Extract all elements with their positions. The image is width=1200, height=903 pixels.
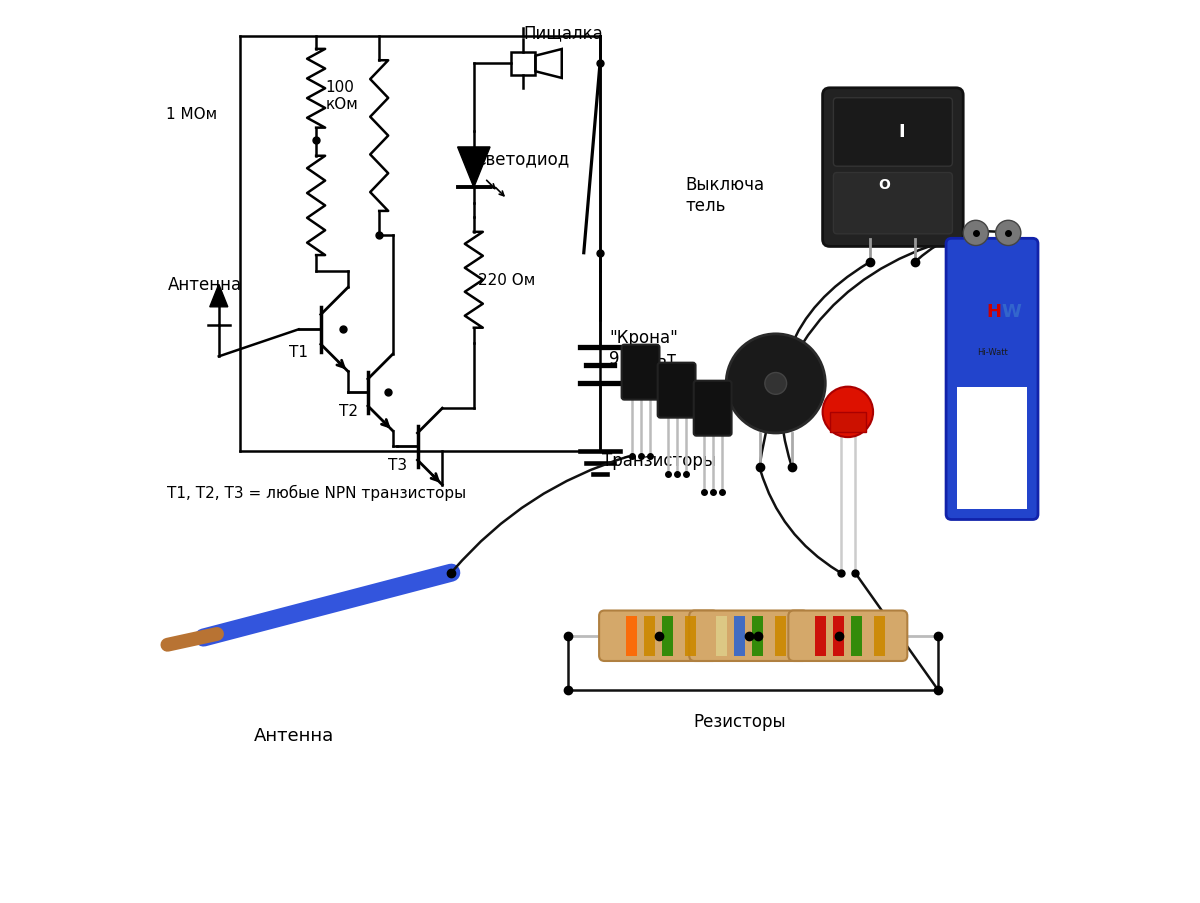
Bar bbox=[752, 616, 763, 656]
Text: Т2: Т2 bbox=[338, 404, 358, 418]
Bar bbox=[834, 616, 845, 656]
FancyBboxPatch shape bbox=[694, 381, 732, 436]
Text: 1 МОм: 1 МОм bbox=[166, 107, 217, 121]
Circle shape bbox=[764, 373, 787, 395]
FancyBboxPatch shape bbox=[599, 610, 718, 661]
FancyBboxPatch shape bbox=[689, 610, 808, 661]
Polygon shape bbox=[457, 148, 490, 188]
Bar bbox=[626, 616, 637, 656]
Text: 100
кОм: 100 кОм bbox=[325, 79, 358, 112]
Text: Антенна: Антенна bbox=[168, 276, 241, 294]
Bar bbox=[685, 616, 696, 656]
Circle shape bbox=[823, 387, 874, 438]
Text: Антенна: Антенна bbox=[253, 726, 334, 744]
Text: Резисторы: Резисторы bbox=[694, 712, 786, 731]
Text: Транзисторы: Транзисторы bbox=[601, 452, 715, 470]
Text: Пищалка: Пищалка bbox=[523, 23, 604, 42]
Text: "Крона"
9 Вольт: "Крона" 9 Вольт bbox=[610, 329, 678, 368]
FancyBboxPatch shape bbox=[823, 88, 964, 247]
Text: Т1, Т2, Т3 = любые NPN транзисторы: Т1, Т2, Т3 = любые NPN транзисторы bbox=[168, 484, 467, 500]
FancyBboxPatch shape bbox=[622, 345, 660, 400]
Bar bbox=[830, 413, 865, 433]
Bar bbox=[716, 616, 727, 656]
Bar bbox=[956, 387, 1027, 509]
FancyBboxPatch shape bbox=[834, 98, 953, 167]
FancyBboxPatch shape bbox=[946, 239, 1038, 520]
Bar bbox=[662, 616, 673, 656]
Text: H: H bbox=[986, 303, 1001, 321]
FancyBboxPatch shape bbox=[658, 363, 696, 418]
Text: 220 Ом: 220 Ом bbox=[479, 273, 535, 288]
Bar bbox=[511, 53, 535, 76]
Bar bbox=[852, 616, 863, 656]
Text: Светодиод: Светодиод bbox=[474, 150, 569, 168]
Text: Т1: Т1 bbox=[289, 345, 308, 360]
Text: O: O bbox=[878, 178, 890, 192]
FancyBboxPatch shape bbox=[788, 610, 907, 661]
Text: Hi-Watt: Hi-Watt bbox=[977, 348, 1008, 357]
Bar bbox=[815, 616, 827, 656]
Text: W: W bbox=[1001, 303, 1021, 321]
Circle shape bbox=[996, 221, 1021, 247]
Bar bbox=[734, 616, 745, 656]
Bar bbox=[874, 616, 884, 656]
FancyBboxPatch shape bbox=[834, 173, 953, 235]
Bar bbox=[775, 616, 786, 656]
Text: Т3: Т3 bbox=[389, 458, 407, 472]
Bar bbox=[644, 616, 655, 656]
Text: Выключа
тель: Выключа тель bbox=[685, 175, 764, 214]
Polygon shape bbox=[210, 285, 228, 307]
Circle shape bbox=[726, 334, 826, 433]
Text: I: I bbox=[899, 123, 905, 141]
Circle shape bbox=[964, 221, 989, 247]
